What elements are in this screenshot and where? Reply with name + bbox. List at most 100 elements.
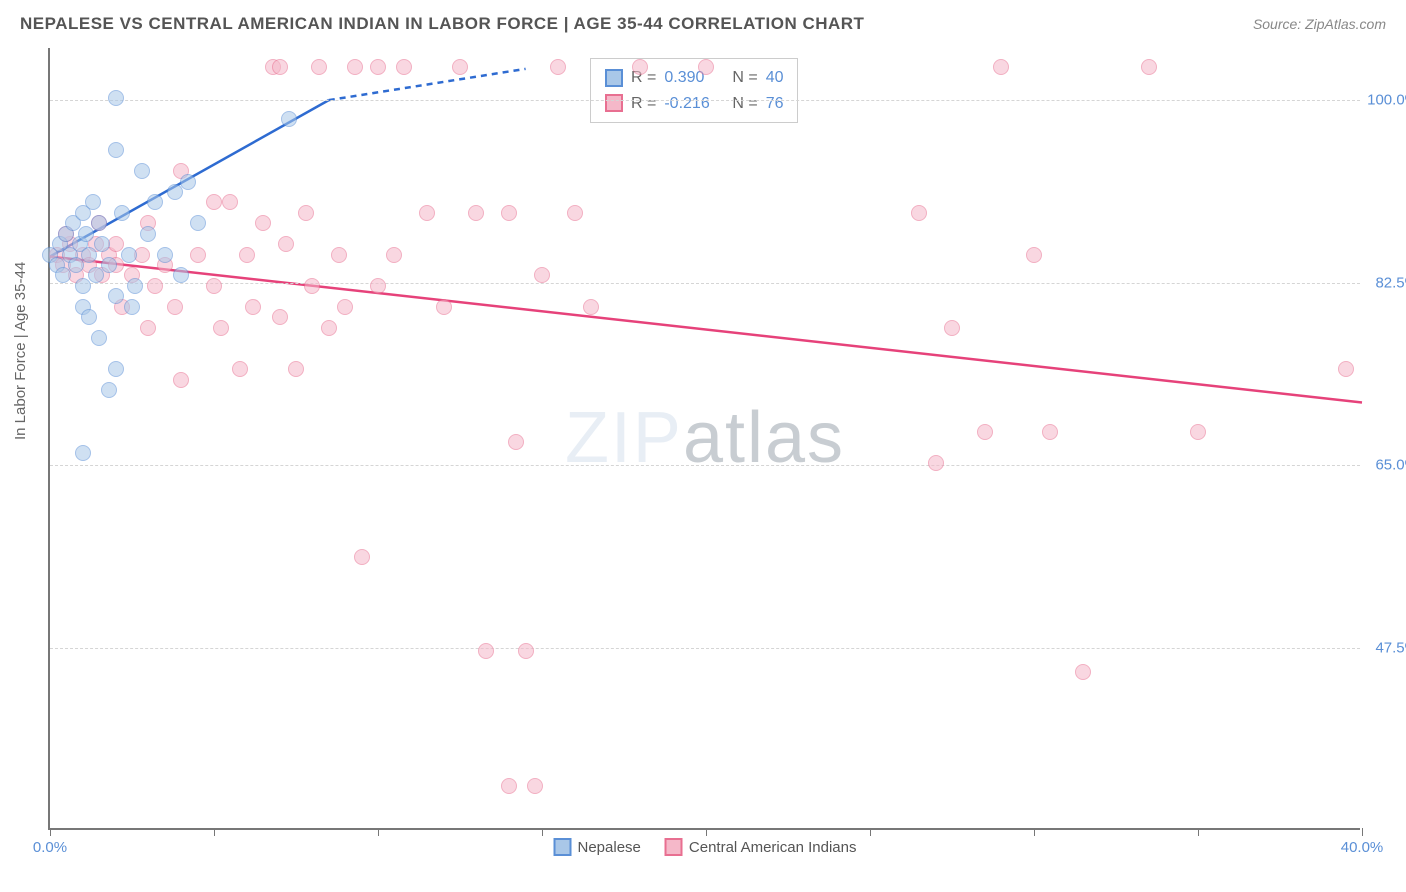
scatter-point-cai xyxy=(222,194,238,210)
scatter-point-cai xyxy=(698,59,714,75)
scatter-point-cai xyxy=(140,320,156,336)
legend-r-value: -0.216 xyxy=(664,91,724,117)
y-tick-label: 100.0% xyxy=(1367,92,1406,109)
scatter-point-cai xyxy=(304,278,320,294)
scatter-point-cai xyxy=(173,372,189,388)
x-tick xyxy=(378,828,379,836)
scatter-point-nepalese xyxy=(190,215,206,231)
series-legend-item: Central American Indians xyxy=(665,838,857,856)
legend-n-label: N = xyxy=(732,65,757,91)
legend-n-value: 40 xyxy=(766,65,784,91)
chart-area: ZIPatlas R =0.390N =40R =-0.216N =76 Nep… xyxy=(48,48,1360,830)
scatter-point-nepalese xyxy=(75,278,91,294)
scatter-point-cai xyxy=(468,205,484,221)
scatter-point-cai xyxy=(452,59,468,75)
scatter-point-nepalese xyxy=(108,288,124,304)
scatter-point-cai xyxy=(928,455,944,471)
legend-r-label: R = xyxy=(631,91,656,117)
scatter-point-nepalese xyxy=(108,142,124,158)
scatter-point-cai xyxy=(206,194,222,210)
scatter-point-nepalese xyxy=(75,445,91,461)
legend-swatch xyxy=(605,69,623,87)
trend-lines xyxy=(50,48,1360,828)
scatter-point-cai xyxy=(239,247,255,263)
scatter-point-nepalese xyxy=(134,163,150,179)
scatter-point-nepalese xyxy=(108,90,124,106)
scatter-point-cai xyxy=(370,278,386,294)
scatter-point-nepalese xyxy=(101,382,117,398)
scatter-point-nepalese xyxy=(173,267,189,283)
scatter-point-nepalese xyxy=(55,267,71,283)
scatter-point-cai xyxy=(206,278,222,294)
legend-swatch xyxy=(554,838,572,856)
scatter-point-cai xyxy=(501,205,517,221)
scatter-point-nepalese xyxy=(140,226,156,242)
legend-row: R = -0.216 N = 76 xyxy=(605,91,783,117)
scatter-point-nepalese xyxy=(81,247,97,263)
scatter-point-nepalese xyxy=(68,257,84,273)
scatter-point-nepalese xyxy=(94,236,110,252)
scatter-point-cai xyxy=(232,361,248,377)
scatter-point-nepalese xyxy=(85,194,101,210)
scatter-point-cai xyxy=(167,299,183,315)
scatter-point-cai xyxy=(288,361,304,377)
x-tick-label: 0.0% xyxy=(33,839,67,856)
series-legend: Nepalese Central American Indians xyxy=(554,838,857,856)
scatter-point-cai xyxy=(354,549,370,565)
scatter-point-nepalese xyxy=(180,174,196,190)
scatter-point-cai xyxy=(272,59,288,75)
scatter-point-cai xyxy=(396,59,412,75)
scatter-point-cai xyxy=(1141,59,1157,75)
scatter-point-cai xyxy=(508,434,524,450)
x-tick xyxy=(870,828,871,836)
scatter-point-cai xyxy=(583,299,599,315)
scatter-point-cai xyxy=(1190,424,1206,440)
x-tick xyxy=(1198,828,1199,836)
x-tick-label: 40.0% xyxy=(1341,839,1384,856)
scatter-point-cai xyxy=(272,309,288,325)
scatter-point-nepalese xyxy=(121,247,137,263)
scatter-point-cai xyxy=(501,778,517,794)
y-tick-label: 82.5% xyxy=(1375,274,1406,291)
x-tick xyxy=(214,828,215,836)
scatter-point-cai xyxy=(632,59,648,75)
scatter-point-cai xyxy=(944,320,960,336)
scatter-point-cai xyxy=(278,236,294,252)
scatter-point-cai xyxy=(1026,247,1042,263)
scatter-point-cai xyxy=(911,205,927,221)
x-tick xyxy=(1034,828,1035,836)
legend-swatch xyxy=(605,94,623,112)
x-tick xyxy=(542,828,543,836)
scatter-point-cai xyxy=(255,215,271,231)
legend-n-value: 76 xyxy=(766,91,784,117)
scatter-point-nepalese xyxy=(78,226,94,242)
legend-n-label: N = xyxy=(732,91,757,117)
scatter-point-cai xyxy=(419,205,435,221)
source-label: Source: ZipAtlas.com xyxy=(1253,16,1386,32)
scatter-point-cai xyxy=(977,424,993,440)
scatter-point-cai xyxy=(347,59,363,75)
scatter-point-cai xyxy=(1338,361,1354,377)
scatter-point-nepalese xyxy=(124,299,140,315)
y-axis-label: In Labor Force | Age 35-44 xyxy=(12,262,29,440)
scatter-point-nepalese xyxy=(127,278,143,294)
scatter-point-cai xyxy=(337,299,353,315)
gridline-h xyxy=(50,100,1360,101)
scatter-point-cai xyxy=(993,59,1009,75)
scatter-point-cai xyxy=(527,778,543,794)
scatter-point-nepalese xyxy=(167,184,183,200)
scatter-point-nepalese xyxy=(88,267,104,283)
y-tick-label: 47.5% xyxy=(1375,639,1406,656)
scatter-point-cai xyxy=(436,299,452,315)
scatter-point-cai xyxy=(386,247,402,263)
scatter-point-cai xyxy=(550,59,566,75)
scatter-point-cai xyxy=(518,643,534,659)
correlation-legend: R = 0.390 N = 40R = -0.216 N = 76 xyxy=(590,58,798,123)
legend-r-value: 0.390 xyxy=(664,65,724,91)
watermark: ZIPatlas xyxy=(565,397,845,479)
scatter-point-cai xyxy=(534,267,550,283)
scatter-point-nepalese xyxy=(81,309,97,325)
legend-swatch xyxy=(665,838,683,856)
series-label: Nepalese xyxy=(578,839,641,856)
scatter-point-cai xyxy=(1075,664,1091,680)
